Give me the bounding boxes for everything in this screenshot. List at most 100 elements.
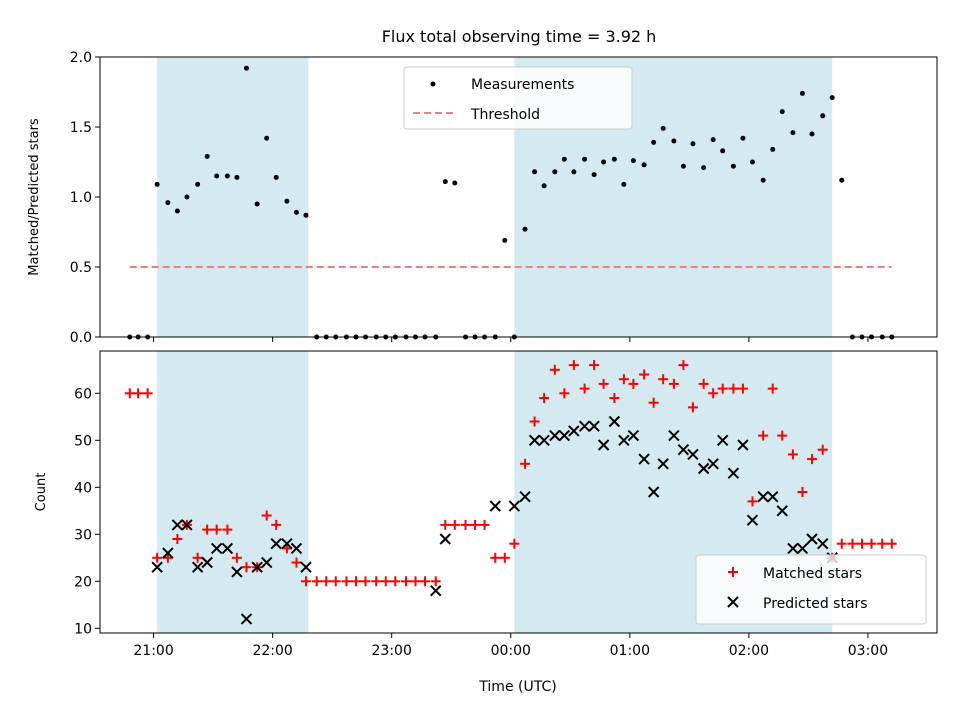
matched-star-point xyxy=(490,552,501,563)
bottom-ytick-label: 10 xyxy=(74,621,92,637)
xtick-label: 01:00 xyxy=(610,643,650,659)
matched-star-point xyxy=(360,576,371,587)
matched-star-point xyxy=(172,534,183,544)
predicted-star-point xyxy=(270,537,282,550)
predicted-star-point xyxy=(528,434,541,447)
measurement-point xyxy=(641,162,647,168)
measurement-point xyxy=(214,173,220,179)
measurement-point xyxy=(779,109,785,115)
predicted-star-point xyxy=(578,420,591,432)
predicted-star-point xyxy=(221,542,234,555)
top-legend: Measurements Threshold xyxy=(403,66,633,130)
predicted-star-point xyxy=(210,542,223,555)
measurement-point xyxy=(502,237,508,243)
matched-star-point xyxy=(152,552,163,563)
predicted-star-point xyxy=(668,429,680,442)
matched-star-point xyxy=(341,576,352,587)
measurement-point xyxy=(730,163,736,169)
measurement-point xyxy=(760,177,766,183)
matched-star-point xyxy=(211,524,222,535)
matched-star-point xyxy=(321,576,332,587)
predicted-star-point xyxy=(439,533,451,545)
xtick-label: 21:00 xyxy=(133,643,173,659)
predicted-star-point xyxy=(171,519,184,531)
matched-star-point xyxy=(618,374,629,385)
bottom-ytick-label: 30 xyxy=(74,527,92,543)
top-ytick-label: 0.5 xyxy=(70,260,92,276)
predicted-stars-points xyxy=(151,415,838,625)
measurement-point xyxy=(452,180,458,186)
matched-star-point xyxy=(192,552,203,563)
flux-ratio-panel: 0.0 0.5 1.0 1.5 2.0 Flux total observing tim… xyxy=(27,27,938,346)
predicted-star-point xyxy=(588,420,600,432)
matched-star-point xyxy=(549,364,560,375)
bottom-legend-box xyxy=(695,554,927,625)
matched-star-point xyxy=(806,454,817,465)
measurement-point xyxy=(303,212,309,218)
bottom-axes-frame xyxy=(99,350,938,634)
matched-star-point xyxy=(639,369,650,380)
matched-star-point xyxy=(291,557,302,568)
predicted-star-point xyxy=(231,566,243,578)
matched-star-point xyxy=(717,383,728,394)
matched-star-point xyxy=(449,519,460,530)
matched-star-point xyxy=(400,576,411,587)
matched-star-point xyxy=(222,524,233,535)
matched-star-point xyxy=(877,538,888,549)
predicted-star-point xyxy=(430,584,442,597)
measurement-point xyxy=(522,226,528,232)
predicted-star-point xyxy=(776,505,788,517)
matched-star-point xyxy=(817,444,828,455)
measurement-point xyxy=(582,156,588,162)
measurement-points xyxy=(127,65,895,340)
predicted-star-point xyxy=(816,537,829,550)
bottom-x-axis-ticks: 21:00 22:00 23:00 00:00 01:00 02:00 03:00 xyxy=(133,633,888,659)
predicted-star-point xyxy=(766,490,779,503)
legend-measurements-label: Measurements xyxy=(471,77,574,93)
top-ytick-label: 1.0 xyxy=(70,190,92,206)
measurement-point xyxy=(243,65,249,71)
matched-star-point xyxy=(708,388,719,399)
legend-matched-marker xyxy=(728,567,738,577)
measurement-point xyxy=(611,156,617,162)
xtick-label: 00:00 xyxy=(491,643,531,659)
matched-star-point xyxy=(529,416,540,427)
top-ytick-label: 0.0 xyxy=(70,330,92,346)
matched-star-point xyxy=(470,519,481,530)
matched-star-point xyxy=(777,430,788,441)
measurement-point xyxy=(651,139,657,145)
measurement-point xyxy=(630,158,636,164)
measurement-point xyxy=(541,183,547,189)
measurement-point xyxy=(809,131,815,137)
legend-predicted-marker xyxy=(727,596,739,608)
predicted-star-point xyxy=(201,556,213,569)
measurement-point xyxy=(770,146,776,152)
matched-star-point xyxy=(787,449,798,460)
predicted-star-point xyxy=(162,547,174,559)
matched-star-point xyxy=(133,388,144,399)
matched-star-point xyxy=(628,378,639,389)
measurement-point xyxy=(174,208,180,214)
matched-star-point xyxy=(410,576,421,587)
legend-predicted-label: Predicted stars xyxy=(763,596,868,612)
predicted-star-point xyxy=(707,458,719,470)
matched-star-point xyxy=(836,538,847,549)
xtick-label: 23:00 xyxy=(372,643,412,659)
predicted-star-point xyxy=(251,561,263,573)
top-ytick-label: 2.0 xyxy=(70,50,92,66)
measurement-point xyxy=(839,177,845,183)
predicted-star-point xyxy=(181,519,193,531)
measurement-point xyxy=(720,148,726,154)
matched-star-point xyxy=(300,576,311,587)
star-count-panel: 10 20 30 40 50 60 21:00 22:00 23:00 00:00 01:00 02… xyxy=(34,350,938,695)
measurement-point xyxy=(273,174,279,180)
predicted-star-point xyxy=(151,561,163,573)
matched-star-point xyxy=(668,378,679,389)
matched-star-point xyxy=(142,388,153,399)
measurement-point xyxy=(284,198,290,204)
matched-star-point xyxy=(430,576,441,587)
predicted-star-point xyxy=(787,542,799,555)
matched-star-point xyxy=(886,538,897,549)
matched-star-point xyxy=(479,519,490,530)
legend-measurements-marker xyxy=(430,81,436,87)
